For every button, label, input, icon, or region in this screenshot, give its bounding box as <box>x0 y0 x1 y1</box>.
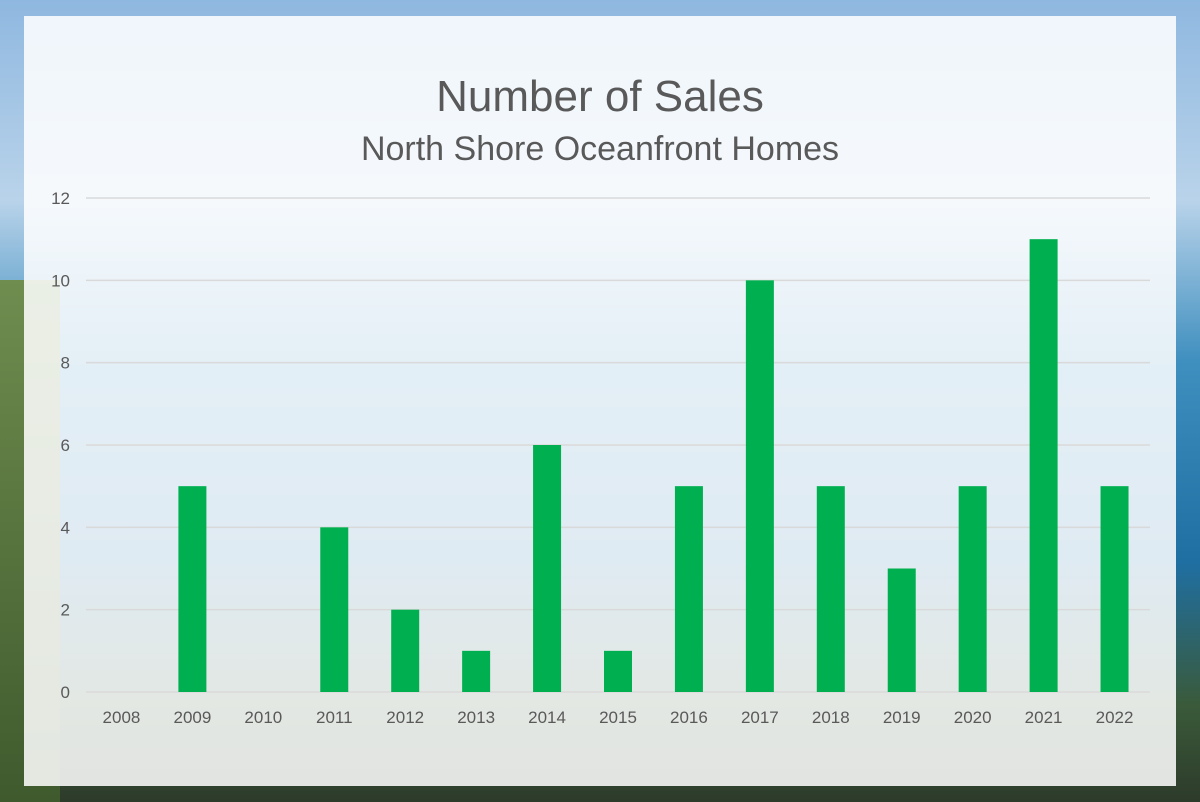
chart-title: Number of Sales <box>436 72 764 121</box>
bar-2014 <box>533 445 562 692</box>
bar-2015 <box>604 650 632 692</box>
y-tick-label: 10 <box>51 271 70 290</box>
x-tick-label: 2019 <box>883 708 921 727</box>
x-tick-label: 2012 <box>386 708 424 727</box>
bar-2020 <box>958 486 987 692</box>
x-tick-label: 2013 <box>457 708 495 727</box>
bar-2012 <box>391 609 420 692</box>
x-tick-label: 2020 <box>954 708 992 727</box>
bar-2018 <box>816 486 845 692</box>
bar-2019 <box>887 568 916 692</box>
bar-2022 <box>1100 486 1129 692</box>
x-tick-label: 2011 <box>316 708 353 727</box>
x-tick-label: 2014 <box>528 708 566 727</box>
y-tick-label: 6 <box>61 436 70 455</box>
y-tick-label: 4 <box>61 518 70 537</box>
chart-subtitle: North Shore Oceanfront Homes <box>360 130 840 168</box>
y-tick-label: 0 <box>61 683 70 702</box>
bar-2017 <box>745 280 774 692</box>
bar-2016 <box>674 486 703 692</box>
bar-2021 <box>1029 239 1058 692</box>
x-tick-label: 2016 <box>670 708 708 727</box>
bar-2011 <box>320 527 349 692</box>
y-tick-label: 2 <box>61 601 70 620</box>
x-tick-label: 2015 <box>599 708 637 727</box>
x-tick-label: 2022 <box>1096 708 1134 727</box>
y-tick-label: 12 <box>51 189 70 208</box>
bar-2009 <box>178 486 207 692</box>
x-tick-label: 2021 <box>1025 708 1063 727</box>
x-tick-label: 2018 <box>812 708 850 727</box>
x-tick-label: 2010 <box>244 708 282 727</box>
x-tick-label: 2017 <box>741 708 779 727</box>
x-tick-label: 2009 <box>173 708 211 727</box>
y-tick-label: 8 <box>61 354 70 373</box>
x-tick-label: 2008 <box>103 708 141 727</box>
bar-2013 <box>462 650 491 692</box>
